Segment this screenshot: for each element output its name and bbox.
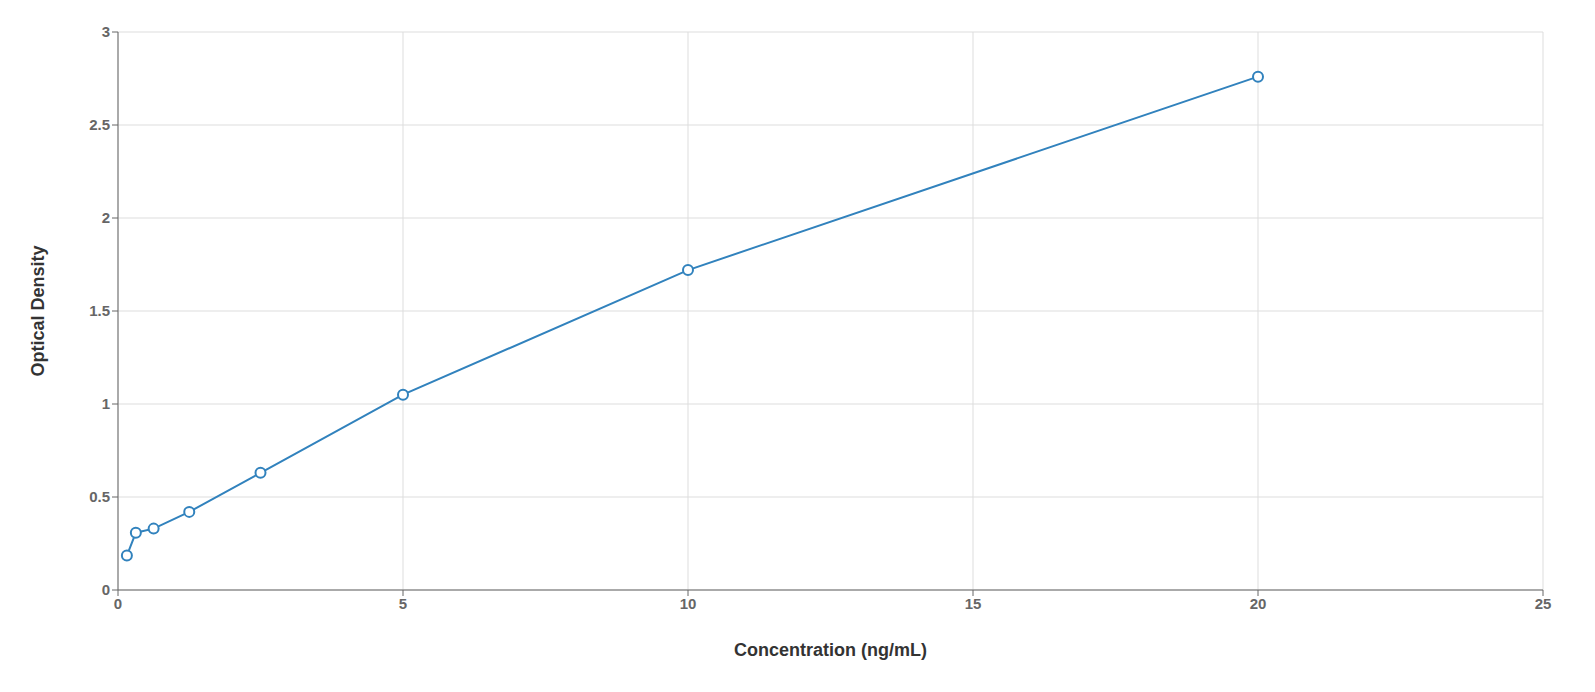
svg-text:1: 1 <box>102 395 110 412</box>
svg-text:3: 3 <box>102 23 110 40</box>
svg-text:Concentration (ng/mL): Concentration (ng/mL) <box>734 640 927 660</box>
svg-text:2.5: 2.5 <box>89 116 110 133</box>
svg-text:0: 0 <box>102 581 110 598</box>
svg-text:20: 20 <box>1250 595 1267 612</box>
svg-text:0: 0 <box>114 595 122 612</box>
svg-text:15: 15 <box>965 595 982 612</box>
svg-text:2: 2 <box>102 209 110 226</box>
svg-text:10: 10 <box>680 595 697 612</box>
svg-text:Optical Density: Optical Density <box>28 245 48 376</box>
svg-text:0.5: 0.5 <box>89 488 110 505</box>
svg-text:1.5: 1.5 <box>89 302 110 319</box>
svg-text:25: 25 <box>1535 595 1552 612</box>
svg-text:5: 5 <box>399 595 407 612</box>
